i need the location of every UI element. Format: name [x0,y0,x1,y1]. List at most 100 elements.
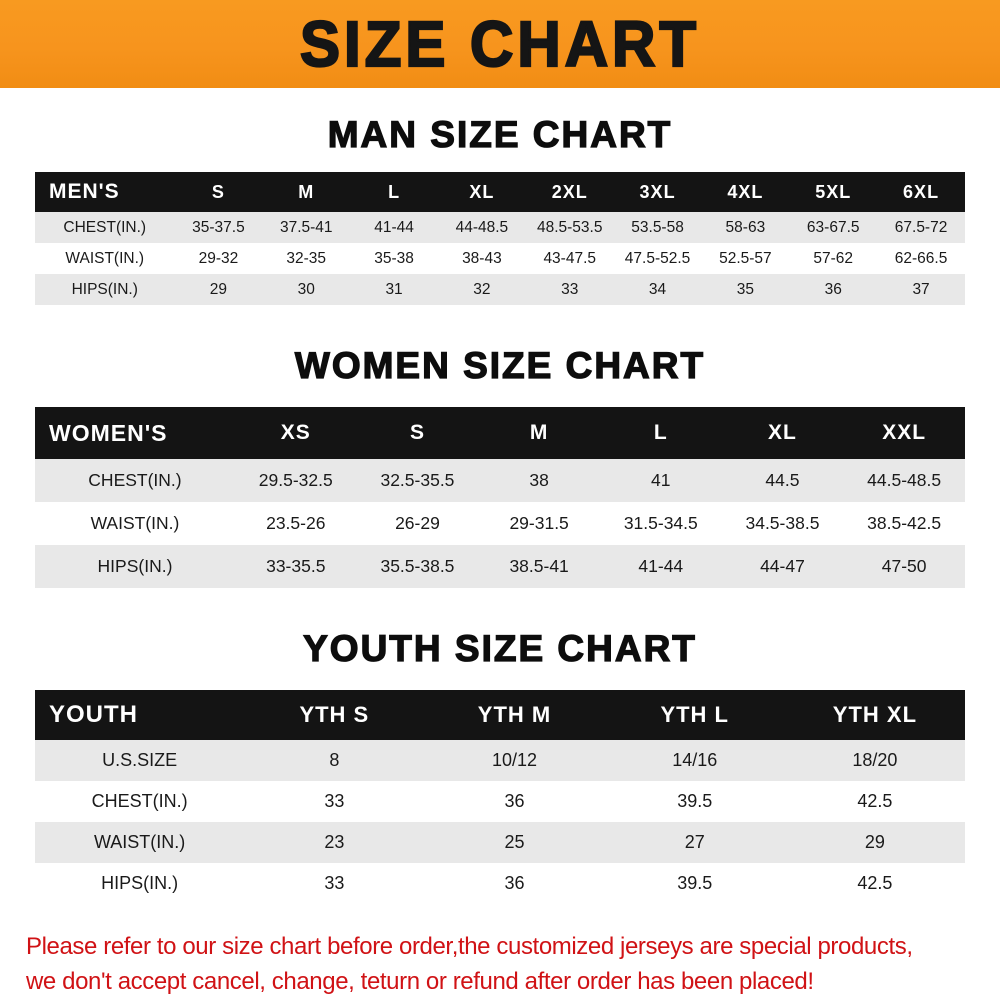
size-value-cell: 35-38 [350,243,438,274]
measurement-row: WAIST(IN.) 23.5-26 26-29 29-31.5 31.5-34.5 34… [35,502,965,545]
row-label: WAIST(IN.) [35,243,175,274]
disclaimer-line-1: Please refer to our size chart before or… [26,933,913,960]
size-value-cell: 35.5-38.5 [356,545,479,588]
size-value-cell: 18/20 [784,740,965,781]
size-value-cell: 39.5 [604,863,785,904]
size-column-header: 2XL [525,172,614,212]
size-value-cell: 33-35.5 [234,545,357,588]
size-column-header: YTH XL [784,690,965,740]
size-value-cell: 53.5-58 [613,212,702,243]
size-value-cell: 43-47.5 [525,243,614,274]
header-row: WOMEN'S XS S M L XL XXL [35,407,965,459]
women-size-chart-section: WOMEN SIZE CHART WOMEN'S XS S M L XL XXL CHEST(… [0,344,1000,588]
row-label: HIPS(IN.) [35,863,245,904]
size-column-header: S [174,172,263,212]
size-value-cell: 41-44 [350,212,438,243]
measurement-row: CHEST(IN.) 29.5-32.5 32.5-35.5 38 41 44.5 44.5… [35,459,965,502]
table-label-header: MEN'S [35,172,175,212]
size-column-header: 6XL [877,172,965,212]
size-value-cell: 29.5-32.5 [234,459,357,502]
size-value-cell: 52.5-57 [701,243,790,274]
header-row: MEN'S S M L XL 2XL 3XL 4XL 5XL 6XL [35,172,965,212]
size-value-cell: 44.5 [721,459,844,502]
size-value-cell: 26-29 [356,502,479,545]
size-value-cell: 41-44 [599,545,722,588]
size-value-cell: 34 [613,274,702,305]
size-column-header: YTH M [424,690,605,740]
size-value-cell: 47-50 [843,545,965,588]
youth-size-chart-section: YOUTH SIZE CHART YOUTH YTH S YTH M YTH L YTH… [0,627,1000,904]
size-column-header: L [350,172,438,212]
size-value-cell: 44-47 [721,545,844,588]
size-value-cell: 62-66.5 [877,243,965,274]
size-value-cell: 32.5-35.5 [356,459,479,502]
size-value-cell: 48.5-53.5 [525,212,614,243]
table-label-header: YOUTH [35,690,245,740]
size-column-header: 3XL [613,172,702,212]
size-value-cell: 67.5-72 [877,212,965,243]
size-value-cell: 33 [244,863,425,904]
size-column-header: YTH S [244,690,425,740]
table-label-header: WOMEN'S [35,407,235,459]
measurement-row: HIPS(IN.) 33 36 39.5 42.5 [35,863,965,904]
measurement-row: WAIST(IN.) 29-32 32-35 35-38 38-43 43-47.5 47.… [35,243,965,274]
size-value-cell: 44-48.5 [437,212,526,243]
row-label: CHEST(IN.) [35,212,175,243]
size-value-cell: 10/12 [424,740,605,781]
size-column-header: XS [234,407,357,459]
size-value-cell: 32-35 [262,243,351,274]
size-value-cell: 36 [789,274,878,305]
size-chart-banner: SIZE CHART [0,0,1000,88]
size-value-cell: 29-31.5 [478,502,600,545]
size-value-cell: 32 [437,274,526,305]
size-value-cell: 29-32 [174,243,263,274]
size-value-cell: 36 [424,781,605,822]
size-value-cell: 38-43 [437,243,526,274]
size-value-cell: 58-63 [701,212,790,243]
row-label: U.S.SIZE [35,740,245,781]
size-value-cell: 42.5 [784,863,965,904]
row-label: CHEST(IN.) [35,781,245,822]
measurement-row: CHEST(IN.) 35-37.5 37.5-41 41-44 44-48.5 48.5… [35,212,965,243]
disclaimer: Please refer to our size chart before or… [0,930,1000,1000]
size-column-header: XL [721,407,844,459]
youth-section-title: YOUTH SIZE CHART [302,627,697,669]
size-column-header: XXL [843,407,965,459]
size-value-cell: 29 [174,274,263,305]
row-label: WAIST(IN.) [35,502,235,545]
size-value-cell: 36 [424,863,605,904]
banner-title: SIZE CHART [299,7,700,80]
size-value-cell: 34.5-38.5 [721,502,844,545]
size-value-cell: 23.5-26 [234,502,357,545]
size-column-header: L [599,407,722,459]
size-column-header: M [262,172,351,212]
measurement-row: HIPS(IN.) 29 30 31 32 33 34 35 36 37 [35,274,965,305]
measurement-row: U.S.SIZE 8 10/12 14/16 18/20 [35,740,965,781]
size-value-cell: 33 [244,781,425,822]
man-section-title: MAN SIZE CHART [327,113,673,155]
size-value-cell: 35-37.5 [174,212,263,243]
size-value-cell: 44.5-48.5 [843,459,965,502]
disclaimer-line-2: we don't accept cancel, change, teturn o… [26,967,814,995]
size-value-cell: 39.5 [604,781,785,822]
row-label: HIPS(IN.) [35,274,175,305]
size-value-cell: 31 [350,274,438,305]
row-label: HIPS(IN.) [35,545,235,588]
size-column-header: M [478,407,600,459]
header-row: YOUTH YTH S YTH M YTH L YTH XL [35,690,965,740]
size-column-header: XL [437,172,526,212]
size-value-cell: 38 [478,459,600,502]
measurement-row: CHEST(IN.) 33 36 39.5 42.5 [35,781,965,822]
man-size-chart-section: MAN SIZE CHART MEN'S S M L XL 2XL 3XL 4XL 5XL 6XL… [0,113,1000,305]
size-column-header: 4XL [701,172,790,212]
row-label: CHEST(IN.) [35,459,235,502]
measurement-row: WAIST(IN.) 23 25 27 29 [35,822,965,863]
size-column-header: 5XL [789,172,878,212]
size-value-cell: 35 [701,274,790,305]
women-section-title: WOMEN SIZE CHART [294,344,706,386]
measurement-row: HIPS(IN.) 33-35.5 35.5-38.5 38.5-41 41-44 44-… [35,545,965,588]
youth-size-table: YOUTH YTH S YTH M YTH L YTH XL U.S.SIZE 8 10/12… [35,690,965,904]
women-size-table: WOMEN'S XS S M L XL XXL CHEST(IN.) 29.5-32.5 32.5… [35,407,965,588]
size-value-cell: 27 [604,822,785,863]
size-value-cell: 57-62 [789,243,878,274]
